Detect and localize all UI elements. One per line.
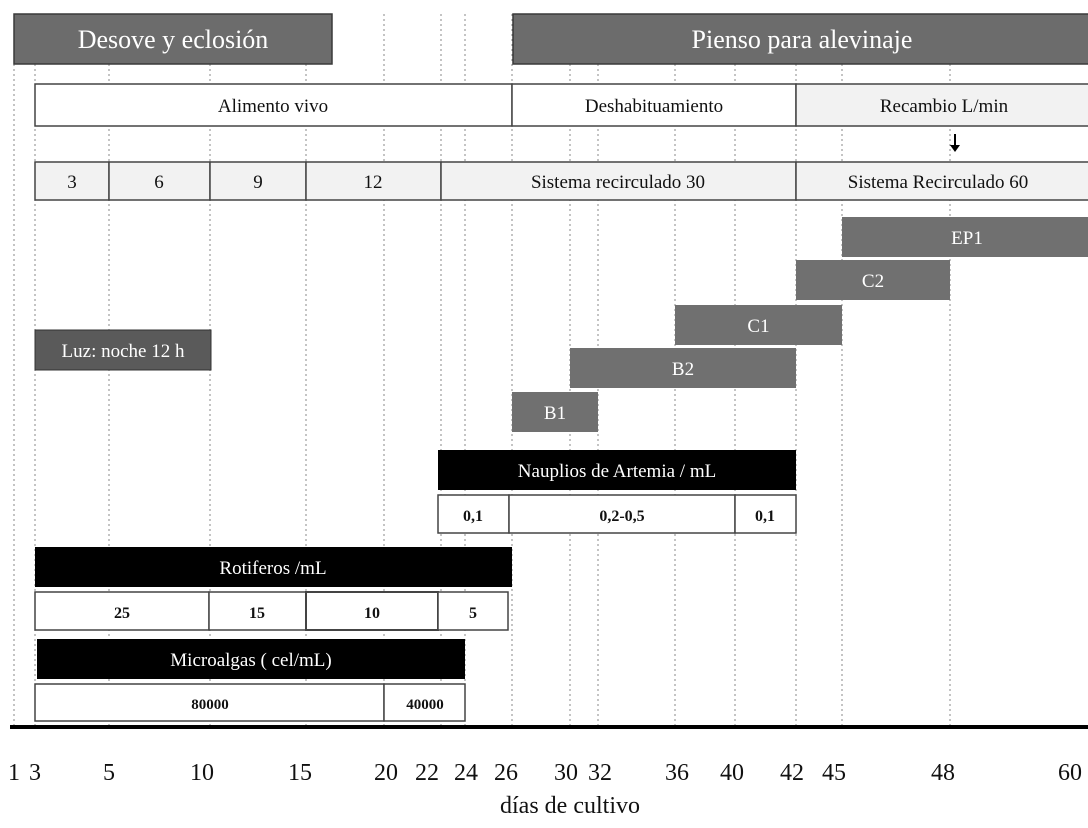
diet-bar-b2: B2	[570, 348, 796, 388]
microalgas-title: Microalgas ( cel/mL)	[170, 650, 331, 671]
diet-bar-label-c1: C1	[747, 316, 769, 337]
recambio-cell-6: 6	[154, 172, 164, 193]
diet-bar-ep1: EP1	[842, 217, 1088, 257]
x-tick-32: 32	[588, 760, 612, 786]
diet-bar-label-c2: C2	[862, 271, 884, 292]
x-tick-3: 3	[29, 760, 41, 786]
rotiferos-block: Rotiferos /mL 25 15 10 5	[34, 547, 512, 631]
microalgas-block: Microalgas ( cel/mL) 80000 40000	[34, 639, 466, 722]
x-tick-10: 10	[190, 760, 214, 786]
artemia-cell-2: 0,2-0,5	[599, 508, 644, 525]
x-tick-60: 60	[1058, 760, 1082, 786]
artemia-cell-1: 0,1	[463, 508, 483, 525]
x-tick-40: 40	[720, 760, 744, 786]
sistema-recirculado-30: Sistema recirculado 30	[531, 172, 705, 193]
x-tick-15: 15	[288, 760, 312, 786]
x-tick-48: 48	[931, 760, 955, 786]
x-tick-20: 20	[374, 760, 398, 786]
x-tick-30: 30	[554, 760, 578, 786]
microalgas-cell-40000: 40000	[406, 697, 444, 713]
rotiferos-cell-10: 10	[364, 605, 380, 622]
sistema-recirculado-60: Sistema Recirculado 60	[848, 172, 1028, 193]
phase-row: Alimento vivo Deshabituamiento Recambio …	[34, 83, 1088, 127]
x-axis-label: días de cultivo	[500, 793, 640, 819]
diet-bar-c1: C1	[675, 305, 842, 345]
artemia-block: Nauplios de Artemia / mL 0,1 0,2-0,5 0,1	[437, 450, 797, 534]
x-tick-1: 1	[8, 760, 20, 786]
diet-bar-rect-c2	[796, 260, 950, 300]
diet-bar-rect-b2	[570, 348, 796, 388]
diet-bars: EP1 C2 C1 B2 B1	[512, 217, 1088, 432]
rotiferos-cell-25: 25	[114, 605, 130, 622]
artemia-cell-3: 0,1	[755, 508, 775, 525]
recambio-row: 3 6 9 12 Sistema recirculado 30 Sistema …	[34, 161, 1088, 201]
x-tick-5: 5	[103, 760, 115, 786]
down-arrow-icon	[950, 134, 960, 152]
header-pienso: Pienso para alevinaje	[512, 13, 1088, 65]
rotiferos-title: Rotiferos /mL	[219, 558, 326, 579]
luz-label: Luz: noche 12 h	[62, 341, 185, 362]
diet-bar-label-b1: B1	[544, 403, 566, 424]
x-tick-22: 22	[415, 760, 439, 786]
luz-box: Luz: noche 12 h	[34, 329, 212, 371]
phase-alimento-vivo: Alimento vivo	[218, 96, 328, 117]
x-axis-tick-labels: 1 3 5 10 15 20 22 24 26 30 32 36 40 42 45 48 60	[8, 760, 1082, 786]
x-tick-26: 26	[494, 760, 518, 786]
header-pienso-label: Pienso para alevinaje	[692, 25, 913, 54]
artemia-title: Nauplios de Artemia / mL	[518, 461, 716, 482]
recambio-cell-9: 9	[253, 172, 263, 193]
phase-deshabituamiento: Deshabituamiento	[585, 96, 723, 117]
diet-bar-c2: C2	[796, 260, 950, 300]
rotiferos-cell-5: 5	[469, 605, 477, 622]
x-tick-24: 24	[454, 760, 478, 786]
diet-bar-b1: B1	[512, 392, 598, 432]
x-tick-36: 36	[665, 760, 689, 786]
header-desove-label: Desove y eclosión	[78, 25, 269, 54]
diet-bar-label-ep1: EP1	[951, 228, 983, 249]
phase-recambio: Recambio L/min	[880, 96, 1009, 117]
microalgas-cell-80000: 80000	[191, 697, 229, 713]
x-tick-45: 45	[822, 760, 846, 786]
recambio-cell-3: 3	[67, 172, 77, 193]
recambio-cell-12: 12	[364, 172, 383, 193]
rotiferos-cell-15: 15	[249, 605, 265, 622]
diet-bar-rect-ep1	[842, 217, 1088, 257]
diet-bar-label-b2: B2	[672, 359, 694, 380]
diet-bar-rect-c1	[675, 305, 842, 345]
header-desove: Desove y eclosión	[13, 13, 333, 65]
diet-bar-rect-b1	[512, 392, 598, 432]
x-tick-42: 42	[780, 760, 804, 786]
